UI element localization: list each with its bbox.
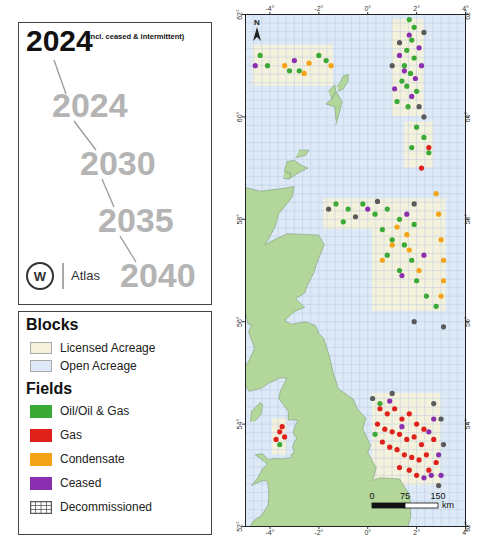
html-text:Condensate: Condensate [60, 452, 125, 466]
html-text:75: 75 [400, 491, 410, 501]
svg-text:52°: 52° [464, 521, 471, 532]
svg-text:54°: 54° [464, 419, 471, 430]
html-text:Blocks: Blocks [26, 316, 79, 333]
svg-text:0°: 0° [364, 529, 371, 536]
html-text:Oil/Oil & Gas: Oil/Oil & Gas [60, 404, 130, 418]
svg-text:56°: 56° [236, 316, 243, 327]
svg-text:W: W [34, 269, 47, 284]
html-text:2040: 2040 [120, 256, 196, 294]
html-text:Atlas: Atlas [71, 268, 100, 283]
html-text:2024: 2024 [26, 24, 93, 57]
html-text:2024: 2024 [52, 86, 128, 124]
html-text:km: km [442, 500, 454, 510]
svg-text:60°: 60° [236, 111, 243, 122]
svg-text:4°: 4° [462, 529, 469, 537]
html-text:(incl. ceased & intermittent): (incl. ceased & intermittent) [86, 32, 185, 41]
html-text:2035: 2035 [98, 201, 174, 239]
html-text:150: 150 [430, 491, 446, 501]
svg-text:-2°: -2° [314, 5, 323, 12]
svg-text:62°: 62° [464, 9, 471, 20]
svg-text:4°: 4° [462, 4, 469, 12]
svg-text:-2°: -2° [314, 529, 323, 536]
html-text:Fields: Fields [26, 380, 73, 397]
html-text:0: 0 [369, 491, 375, 501]
svg-text:60°: 60° [464, 111, 471, 122]
svg-text:2°: 2° [413, 529, 420, 536]
svg-text:N: N [254, 18, 260, 27]
html-text:Ceased: Ceased [60, 476, 102, 490]
svg-text:56°: 56° [464, 316, 471, 327]
html-text:Decommissioned: Decommissioned [60, 500, 152, 514]
svg-text:62°: 62° [236, 9, 243, 20]
svg-text:58°: 58° [464, 214, 471, 225]
svg-text:-4°: -4° [265, 529, 274, 536]
html-text:Gas: Gas [60, 428, 82, 442]
svg-text:-4°: -4° [265, 5, 274, 12]
svg-text:52°: 52° [236, 521, 243, 532]
html-text:Licensed Acreage: Licensed Acreage [60, 341, 156, 355]
html-text:Open Acreage: Open Acreage [60, 359, 137, 373]
svg-text:2°: 2° [413, 5, 420, 12]
svg-text:58°: 58° [236, 214, 243, 225]
svg-text:0°: 0° [364, 5, 371, 12]
svg-text:54°: 54° [236, 419, 243, 430]
html-text:2030: 2030 [80, 144, 156, 182]
